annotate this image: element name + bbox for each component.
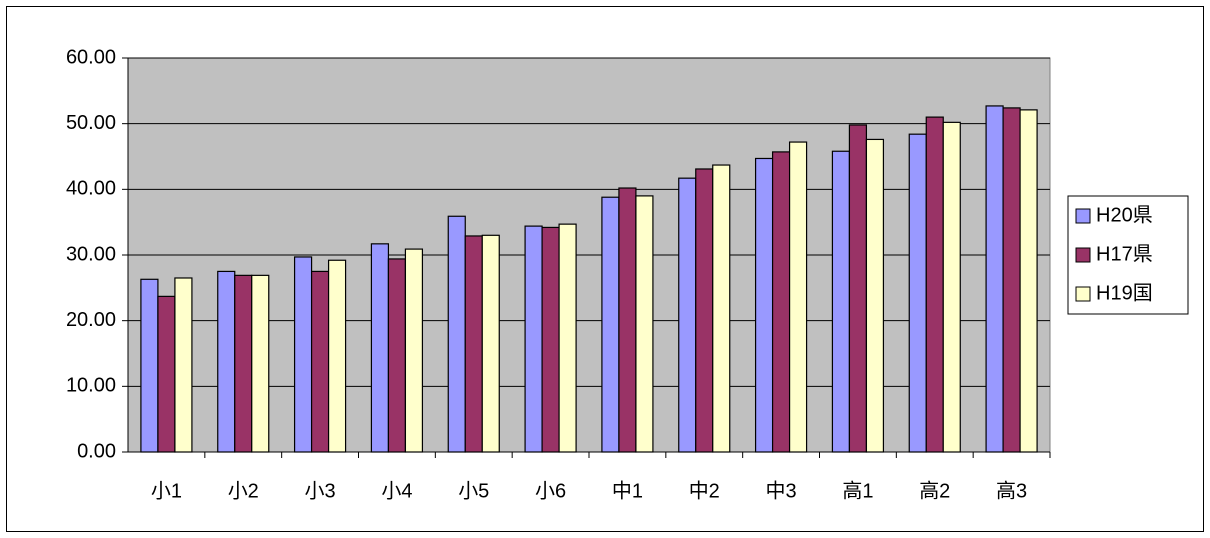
bar [925, 116, 944, 453]
bar [251, 274, 270, 453]
bar [217, 270, 236, 453]
x-tick-label: 小6 [535, 479, 566, 502]
bar [464, 235, 483, 453]
bar [310, 270, 330, 453]
y-tick-label: 50.00 [66, 112, 116, 134]
x-tick-label: 小2 [228, 479, 259, 502]
x-tick-label: 中1 [612, 479, 643, 502]
y-tick-label: 10.00 [66, 375, 116, 397]
bar [157, 295, 176, 453]
legend-swatch [1075, 208, 1091, 224]
legend-swatch [1075, 247, 1091, 263]
bar [524, 225, 543, 453]
y-tick-label: 20.00 [66, 309, 116, 331]
x-tick-label: 小4 [381, 479, 412, 502]
bar [140, 278, 159, 453]
bar [404, 248, 424, 453]
bar [1019, 109, 1038, 453]
bar [370, 243, 390, 453]
bar [985, 105, 1004, 453]
bar [908, 133, 927, 453]
legend-label: H20県 [1096, 204, 1153, 226]
bar [754, 157, 774, 453]
bar [541, 226, 560, 453]
bar [174, 277, 193, 453]
y-tick-label: 40.00 [66, 178, 116, 200]
bar [387, 258, 407, 453]
bar [558, 223, 577, 453]
legend-label: H17県 [1096, 243, 1153, 265]
bar [234, 274, 253, 453]
x-tick-label: 小3 [305, 479, 336, 502]
bar [848, 124, 868, 453]
bar [618, 187, 637, 453]
bar [788, 141, 808, 453]
bar [712, 164, 731, 453]
bar [678, 177, 697, 453]
x-tick-label: 高2 [919, 479, 950, 502]
x-tick-label: 小5 [458, 479, 489, 502]
y-tick-label: 30.00 [66, 243, 116, 265]
bar [831, 150, 851, 453]
x-tick-label: 高1 [842, 479, 873, 502]
bar [695, 168, 714, 453]
x-tick-label: 高3 [996, 479, 1027, 502]
x-tick-label: 中3 [766, 479, 797, 502]
bar [601, 196, 620, 453]
legend-swatch [1075, 286, 1091, 302]
legend-label: H19国 [1096, 282, 1153, 304]
bar [1002, 107, 1021, 453]
x-tick-label: 小1 [151, 479, 182, 502]
bar [327, 259, 347, 453]
y-tick-label: 60.00 [66, 46, 116, 68]
bar [635, 195, 654, 453]
y-tick-label: 0.00 [77, 440, 116, 462]
bar [293, 256, 313, 453]
bar [447, 215, 466, 453]
bar [771, 151, 791, 453]
bar [942, 121, 961, 453]
bar [865, 138, 885, 453]
x-tick-label: 中2 [689, 479, 720, 502]
bar [481, 234, 500, 453]
